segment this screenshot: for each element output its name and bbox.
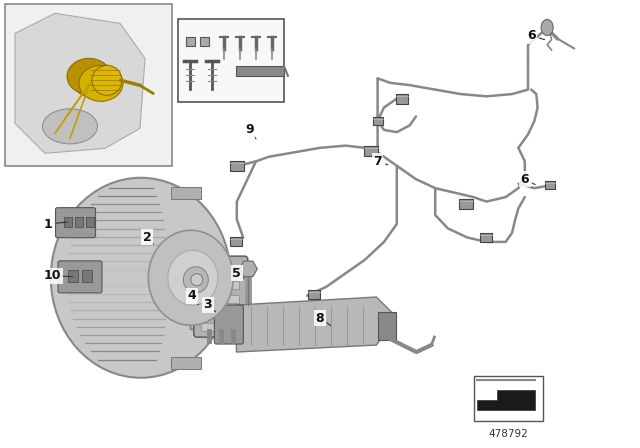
Bar bbox=[63, 217, 72, 227]
Bar bbox=[201, 281, 239, 289]
Bar bbox=[68, 270, 78, 282]
Bar bbox=[186, 37, 195, 46]
Bar bbox=[459, 199, 473, 209]
Bar bbox=[230, 161, 244, 171]
Bar bbox=[200, 37, 209, 46]
Bar bbox=[474, 376, 543, 421]
Ellipse shape bbox=[51, 178, 231, 378]
Text: 6: 6 bbox=[527, 29, 536, 43]
Bar bbox=[86, 217, 93, 227]
Bar bbox=[171, 357, 201, 369]
Text: 3: 3 bbox=[204, 298, 212, 311]
Bar bbox=[178, 19, 284, 102]
FancyBboxPatch shape bbox=[194, 256, 248, 337]
Bar bbox=[236, 66, 284, 76]
Bar bbox=[372, 117, 383, 125]
Bar bbox=[364, 146, 378, 156]
Text: 8: 8 bbox=[316, 311, 324, 325]
Text: 4: 4 bbox=[188, 289, 196, 302]
Bar bbox=[171, 187, 201, 199]
Bar bbox=[5, 4, 172, 166]
Bar bbox=[74, 217, 83, 227]
Bar bbox=[481, 233, 492, 242]
Ellipse shape bbox=[67, 58, 111, 95]
Bar bbox=[201, 295, 239, 303]
Bar bbox=[396, 94, 408, 103]
Ellipse shape bbox=[541, 19, 553, 35]
Text: 7: 7 bbox=[373, 155, 382, 168]
Text: 1: 1 bbox=[44, 217, 52, 231]
Bar bbox=[201, 267, 239, 275]
Polygon shape bbox=[477, 390, 535, 410]
Text: 10: 10 bbox=[44, 269, 61, 282]
Text: 9: 9 bbox=[245, 123, 254, 137]
Ellipse shape bbox=[168, 250, 218, 305]
Polygon shape bbox=[236, 297, 396, 352]
Bar bbox=[308, 290, 319, 299]
Bar bbox=[201, 323, 239, 331]
Text: 6: 6 bbox=[520, 172, 529, 186]
Ellipse shape bbox=[148, 230, 234, 325]
Ellipse shape bbox=[92, 65, 122, 95]
Text: 478792: 478792 bbox=[488, 429, 528, 439]
FancyBboxPatch shape bbox=[56, 208, 95, 237]
FancyBboxPatch shape bbox=[58, 261, 102, 293]
Bar bbox=[378, 312, 396, 340]
Ellipse shape bbox=[42, 109, 97, 144]
Text: 5: 5 bbox=[232, 267, 241, 280]
Ellipse shape bbox=[191, 274, 203, 286]
Ellipse shape bbox=[73, 62, 117, 99]
Ellipse shape bbox=[79, 65, 123, 101]
Polygon shape bbox=[15, 13, 145, 153]
Ellipse shape bbox=[183, 267, 208, 293]
Text: 2: 2 bbox=[143, 231, 152, 244]
Bar bbox=[194, 263, 200, 323]
FancyBboxPatch shape bbox=[214, 305, 243, 344]
Bar bbox=[230, 237, 241, 246]
Bar bbox=[82, 270, 92, 282]
Bar bbox=[545, 181, 556, 189]
Bar bbox=[201, 309, 239, 317]
Bar bbox=[190, 257, 204, 329]
